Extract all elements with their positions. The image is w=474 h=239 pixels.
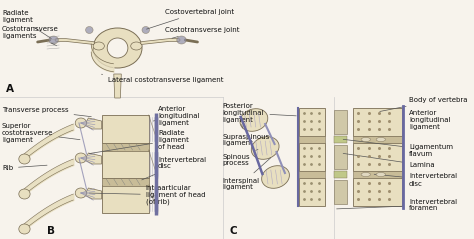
Text: Intervertebral
disc: Intervertebral disc	[374, 174, 457, 186]
Text: Anterior
longitudinal
ligament: Anterior longitudinal ligament	[403, 110, 451, 130]
Ellipse shape	[376, 173, 385, 176]
Text: Intervertebral
foramen: Intervertebral foramen	[337, 199, 457, 212]
FancyBboxPatch shape	[334, 136, 347, 143]
Text: C: C	[229, 226, 237, 236]
Ellipse shape	[19, 224, 30, 234]
FancyBboxPatch shape	[299, 171, 325, 178]
Text: Intervertebral
disc: Intervertebral disc	[142, 157, 206, 180]
Text: Superior
costotrasverse
ligament: Superior costotrasverse ligament	[2, 123, 80, 143]
Text: B: B	[47, 226, 55, 236]
Ellipse shape	[93, 42, 104, 50]
Text: A: A	[6, 84, 14, 94]
FancyBboxPatch shape	[353, 178, 401, 206]
Polygon shape	[101, 150, 148, 178]
FancyBboxPatch shape	[353, 171, 401, 178]
Ellipse shape	[75, 118, 87, 128]
Ellipse shape	[75, 153, 87, 163]
Text: Radiate
ligament
of head: Radiate ligament of head	[89, 130, 189, 154]
FancyBboxPatch shape	[299, 136, 325, 143]
Ellipse shape	[75, 188, 87, 198]
FancyBboxPatch shape	[353, 136, 401, 143]
Polygon shape	[101, 115, 148, 143]
Text: Anterior
longitudinal
ligament: Anterior longitudinal ligament	[153, 106, 200, 126]
Text: Rib: Rib	[2, 165, 47, 171]
Text: Intraarticular
ligament of head
(of rib): Intraarticular ligament of head (of rib)	[89, 185, 205, 205]
Text: Lateral costotransverse ligament: Lateral costotransverse ligament	[101, 74, 224, 83]
Ellipse shape	[361, 137, 371, 141]
FancyBboxPatch shape	[334, 180, 347, 204]
FancyBboxPatch shape	[299, 178, 325, 206]
Text: Costotransverse joint: Costotransverse joint	[164, 27, 239, 38]
Ellipse shape	[19, 189, 30, 199]
Ellipse shape	[19, 154, 30, 164]
Text: Supraspinous
ligament: Supraspinous ligament	[223, 125, 270, 147]
Polygon shape	[85, 153, 101, 164]
Text: Spinous
process: Spinous process	[223, 149, 258, 167]
FancyBboxPatch shape	[334, 110, 347, 134]
Ellipse shape	[361, 173, 371, 176]
Text: Transverse process: Transverse process	[2, 107, 91, 117]
Ellipse shape	[240, 109, 268, 131]
Ellipse shape	[251, 137, 279, 159]
Ellipse shape	[142, 27, 149, 33]
Ellipse shape	[376, 137, 385, 141]
Text: Costotransverse
ligaments: Costotransverse ligaments	[2, 26, 59, 46]
Polygon shape	[114, 74, 121, 98]
Ellipse shape	[131, 42, 142, 50]
Ellipse shape	[93, 28, 142, 68]
FancyBboxPatch shape	[334, 171, 347, 178]
Polygon shape	[85, 118, 101, 129]
Ellipse shape	[262, 166, 290, 188]
FancyBboxPatch shape	[101, 178, 148, 186]
FancyBboxPatch shape	[334, 145, 347, 169]
Ellipse shape	[86, 27, 93, 33]
FancyBboxPatch shape	[299, 108, 325, 136]
Polygon shape	[85, 188, 101, 199]
Polygon shape	[101, 185, 148, 213]
FancyBboxPatch shape	[353, 108, 401, 136]
Ellipse shape	[177, 36, 186, 44]
Text: Lamina: Lamina	[343, 153, 435, 168]
Text: Interspinal
ligament: Interspinal ligament	[223, 158, 271, 190]
Text: Ligamentum
flavum: Ligamentum flavum	[343, 139, 453, 157]
FancyBboxPatch shape	[353, 143, 401, 171]
FancyBboxPatch shape	[101, 143, 148, 151]
Text: Costovertebral joint: Costovertebral joint	[146, 9, 234, 29]
FancyBboxPatch shape	[299, 143, 325, 171]
Ellipse shape	[107, 38, 128, 58]
Text: Posterior
longitudinal
ligament: Posterior longitudinal ligament	[223, 103, 296, 123]
Text: Radiate
ligament: Radiate ligament	[2, 10, 51, 38]
Ellipse shape	[49, 36, 58, 44]
Text: Body of vertebra: Body of vertebra	[380, 97, 467, 111]
